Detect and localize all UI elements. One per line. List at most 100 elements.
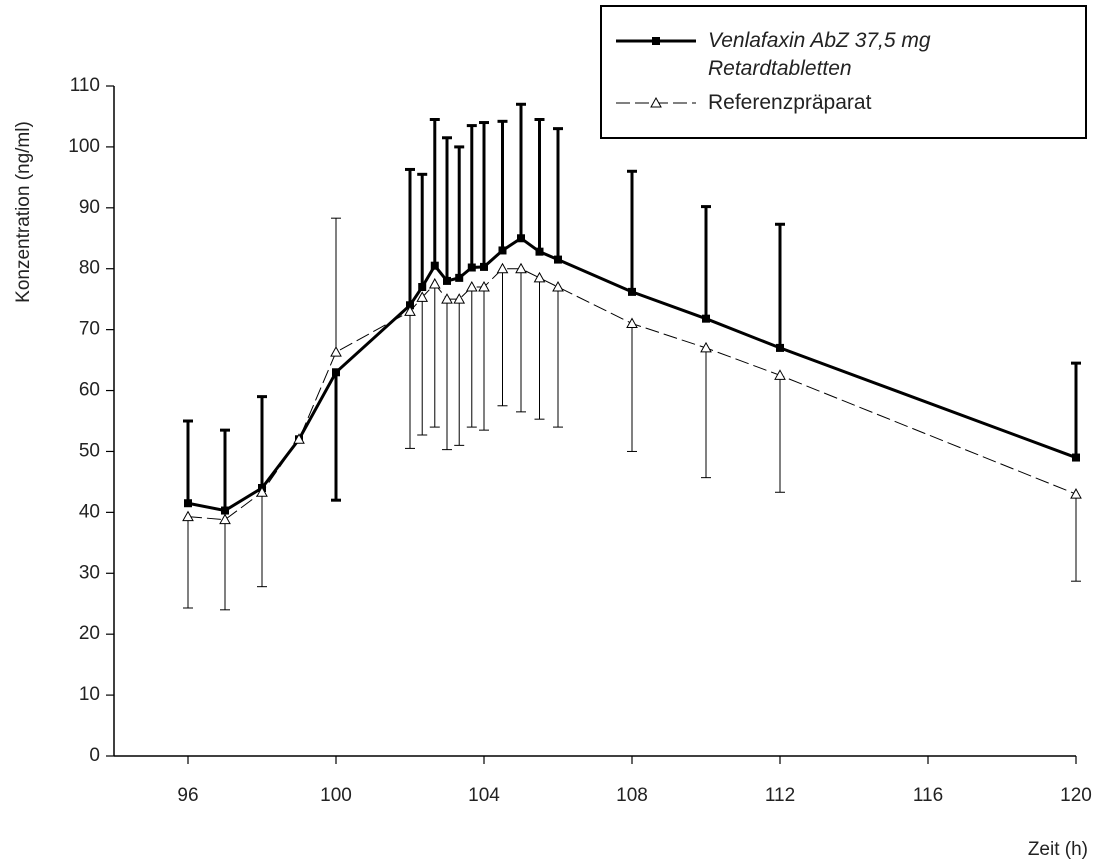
x-tick-label: 116: [913, 785, 943, 806]
legend-marker: [652, 37, 660, 45]
error-bar: [479, 287, 489, 431]
error-bar: [405, 311, 415, 449]
marker: [498, 246, 507, 255]
error-bar: [331, 372, 341, 502]
error-bar: [417, 297, 428, 436]
error-bar: [429, 283, 440, 428]
marker: [702, 314, 710, 323]
marker: [515, 262, 527, 274]
legend-swatch: [616, 37, 696, 45]
marker: [182, 510, 194, 522]
x-tick-label: 112: [765, 785, 795, 806]
marker: [774, 369, 786, 380]
x-tick-label: 104: [468, 785, 500, 806]
y-tick-label: 50: [79, 440, 100, 461]
legend-label: Venlafaxin AbZ 37,5 mg Retardtabletten: [708, 29, 931, 80]
y-tick-label: 110: [70, 75, 100, 96]
error-bar: [405, 167, 415, 306]
marker: [628, 287, 636, 296]
marker: [700, 341, 712, 353]
error-bar: [775, 222, 785, 348]
error-bar: [479, 121, 489, 267]
error-bar: [775, 375, 785, 493]
error-bar: [257, 395, 267, 488]
marker: [332, 368, 340, 377]
error-bar: [516, 268, 526, 413]
series-line: [187, 236, 1077, 513]
marker: [496, 262, 509, 274]
marker: [443, 276, 451, 285]
marker: [293, 433, 305, 444]
error-bar: [442, 136, 452, 281]
marker: [453, 293, 466, 304]
error-bar: [627, 169, 637, 292]
marker: [219, 513, 231, 525]
marker: [418, 283, 427, 291]
marker: [467, 263, 476, 272]
legend: Venlafaxin AbZ 37,5 mg Retardtabletten Re…: [600, 5, 1087, 139]
marker: [626, 317, 638, 329]
marker: [221, 506, 229, 515]
error-bar: [553, 287, 563, 428]
marker: [776, 343, 784, 352]
error-bar: [466, 124, 477, 268]
y-tick-label: 10: [79, 684, 100, 705]
marker: [552, 280, 564, 292]
marker: [430, 261, 439, 270]
y-tick-label: 80: [79, 258, 100, 279]
marker: [1072, 453, 1080, 462]
marker: [184, 499, 192, 508]
x-axis-label: Zeit (h): [1028, 839, 1088, 860]
error-bar: [1071, 494, 1081, 582]
marker: [428, 277, 441, 289]
error-bar: [454, 299, 465, 446]
marker: [256, 486, 268, 497]
error-bar: [183, 516, 193, 609]
y-tick-label: 70: [79, 319, 100, 340]
error-bar: [220, 428, 230, 511]
series-line: [187, 268, 1077, 521]
y-tick-label: 90: [79, 197, 100, 218]
error-bar: [534, 277, 545, 420]
y-tick-label: 30: [79, 562, 100, 583]
error-bar: [454, 145, 465, 278]
marker: [404, 305, 416, 316]
error-bar: [429, 118, 440, 266]
marker: [455, 273, 464, 282]
marker: [478, 280, 490, 292]
marker: [1070, 488, 1082, 499]
error-bar: [701, 347, 711, 479]
marker: [535, 247, 544, 256]
error-bar: [534, 118, 545, 252]
marker: [480, 262, 488, 271]
error-bar: [220, 519, 230, 611]
legend-swatch: [616, 96, 696, 108]
error-bar: [442, 299, 452, 451]
legend-entry: Referenzpräparat: [616, 89, 1008, 117]
error-bar: [257, 492, 267, 588]
error-bar: [497, 268, 508, 407]
error-bar: [516, 102, 526, 239]
error-bar: [627, 323, 637, 452]
legend-label: Referenzpräparat: [708, 91, 872, 114]
legend-entry: Venlafaxin AbZ 37,5 mg Retardtabletten: [616, 27, 1008, 83]
y-tick-label: 0: [89, 745, 100, 766]
error-bar: [417, 172, 428, 287]
error-bar: [331, 217, 341, 353]
error-bar: [1071, 361, 1081, 458]
y-tick-label: 100: [68, 136, 100, 157]
x-tick-label: 120: [1060, 785, 1092, 806]
y-tick-label: 20: [79, 623, 100, 644]
marker: [517, 234, 525, 243]
error-bar: [497, 119, 508, 251]
error-bar: [183, 419, 193, 504]
marker: [330, 346, 342, 357]
x-tick-label: 100: [320, 785, 352, 806]
marker: [465, 280, 478, 292]
error-bar: [466, 287, 477, 428]
marker: [554, 255, 562, 264]
marker: [416, 291, 429, 302]
marker: [406, 301, 414, 310]
